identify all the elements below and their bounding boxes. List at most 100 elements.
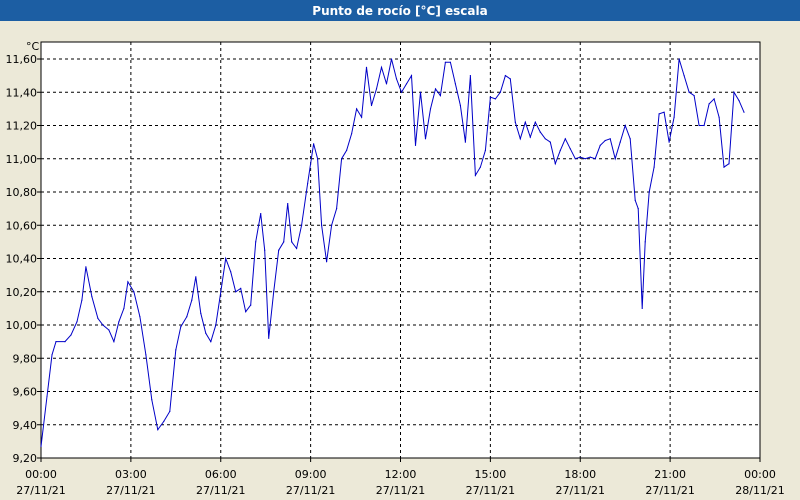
data-point: [195, 276, 197, 278]
x-tick-time-label: 21:00: [654, 468, 686, 481]
data-point: [361, 116, 363, 118]
data-point: [123, 307, 125, 309]
data-point: [658, 113, 660, 115]
data-point: [260, 213, 262, 215]
data-point: [484, 149, 486, 151]
data-point: [395, 78, 398, 80]
data-point: [678, 58, 680, 60]
data-point: [424, 138, 427, 140]
data-point: [102, 324, 104, 326]
data-point: [385, 83, 388, 85]
series-line: [40, 58, 745, 447]
data-point: [429, 108, 432, 110]
data-point: [648, 191, 650, 193]
data-point: [594, 158, 596, 160]
data-point: [574, 158, 576, 160]
data-point: [225, 257, 227, 260]
x-tick-date-label: 27/11/21: [286, 484, 335, 497]
data-point: [97, 317, 99, 319]
y-tick-label: 10,80: [6, 186, 38, 199]
data-point: [604, 139, 606, 142]
data-point: [118, 321, 120, 323]
data-point: [191, 299, 193, 301]
data-point: [454, 83, 456, 85]
x-tick-time-label: 03:00: [115, 468, 147, 481]
data-point: [240, 287, 242, 289]
x-tick-date-label: 27/11/21: [645, 484, 694, 497]
data-point: [108, 329, 110, 331]
data-point: [668, 141, 670, 143]
data-point: [624, 124, 626, 127]
data-point: [554, 163, 556, 165]
y-tick-label: 9,60: [13, 386, 38, 399]
data-point: [163, 420, 165, 422]
data-point: [544, 138, 546, 140]
data-point: [434, 88, 437, 90]
x-tick-date-label: 27/11/21: [196, 484, 245, 497]
data-point: [653, 166, 655, 168]
x-tick-date-label: 27/11/21: [16, 484, 65, 497]
data-point: [663, 111, 665, 113]
data-point: [278, 249, 280, 251]
y-tick-label: 9,20: [13, 452, 38, 465]
y-tick-label: 9,40: [13, 419, 38, 432]
data-point: [296, 247, 298, 250]
data-point: [220, 291, 222, 293]
window-title: Punto de rocío [°C] escala: [0, 0, 800, 21]
y-tick-label: 10,20: [6, 286, 38, 299]
data-point: [469, 75, 471, 77]
x-tick-time-label: 06:00: [205, 468, 237, 481]
data-point: [723, 166, 725, 168]
data-point: [703, 124, 705, 127]
data-point: [718, 116, 720, 118]
data-point: [439, 95, 441, 97]
data-point: [688, 91, 690, 93]
x-tick-time-label: 12:00: [385, 468, 417, 481]
x-tick-time-label: 18:00: [564, 468, 596, 481]
data-point: [336, 208, 338, 210]
data-point: [205, 332, 207, 334]
data-point: [180, 326, 182, 328]
data-point: [619, 141, 621, 143]
data-point: [479, 166, 481, 168]
data-point: [151, 399, 153, 401]
x-axis-ticks: 00:00 27/11/21 03:00 27/11/21 06:00 27/11/21 0…: [16, 458, 785, 497]
data-point: [81, 299, 83, 301]
data-point: [639, 257, 641, 260]
data-point: [489, 96, 491, 98]
data-point: [307, 183, 309, 185]
series-group: [40, 58, 745, 447]
data-point: [85, 266, 87, 268]
data-point: [175, 349, 177, 351]
data-point: [637, 208, 639, 210]
data-point: [641, 307, 643, 309]
data-point: [200, 312, 202, 314]
data-point: [76, 321, 78, 323]
data-point: [283, 241, 285, 243]
x-tick-time-label: 15:00: [475, 468, 507, 481]
y-tick-label: 11,40: [6, 86, 38, 99]
data-point: [419, 91, 422, 93]
data-point: [351, 133, 353, 135]
data-point: [733, 91, 735, 93]
data-point: [459, 104, 461, 107]
data-point: [169, 410, 171, 412]
data-point: [589, 156, 591, 158]
data-point: [614, 158, 616, 160]
data-point: [494, 98, 496, 100]
x-tick-date-label: 27/11/21: [466, 484, 515, 497]
data-point: [514, 121, 516, 123]
data-point: [235, 291, 237, 293]
data-point: [405, 83, 408, 85]
data-point: [539, 131, 541, 133]
data-point: [390, 58, 393, 60]
data-point: [414, 144, 417, 146]
data-point: [713, 98, 715, 100]
data-point: [738, 100, 740, 102]
data-point: [46, 395, 48, 398]
data-point: [569, 148, 571, 150]
data-point: [145, 354, 147, 356]
data-point: [40, 445, 42, 447]
